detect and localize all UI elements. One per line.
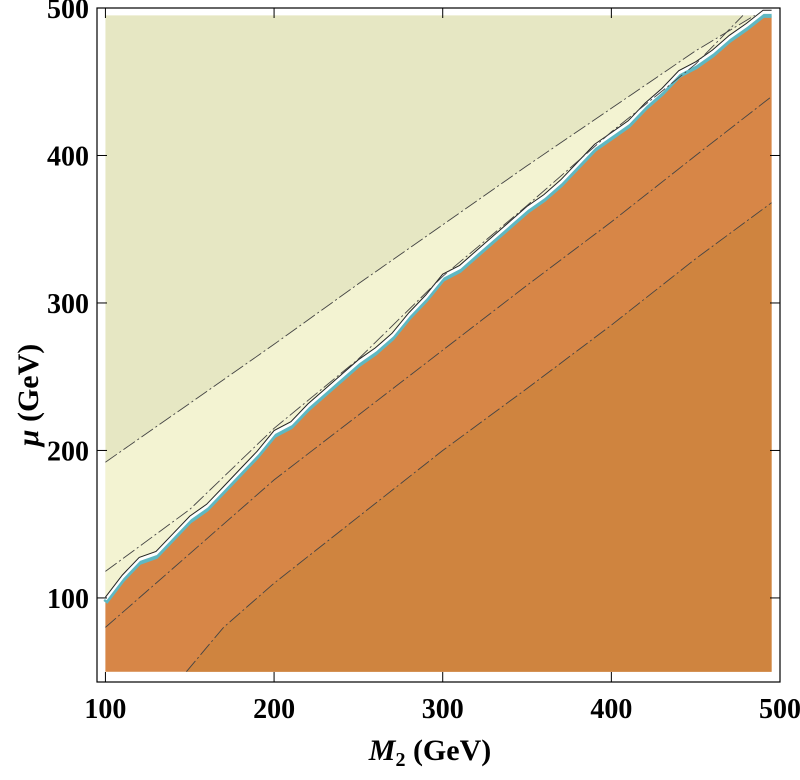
boundary-dark-line <box>105 9 772 598</box>
x-tick-label: 400 <box>590 694 632 725</box>
y-tick-label: 100 <box>47 584 89 615</box>
x-tick-label: 300 <box>422 694 464 725</box>
contour-line-upper-far <box>105 15 755 463</box>
x-tick-label: 500 <box>759 694 800 725</box>
x-axis-label: M2 (GeV) <box>368 734 491 771</box>
y-tick-label: 500 <box>47 0 89 25</box>
contour-line-lower-near <box>105 96 772 628</box>
contour-line-lower-far <box>186 202 772 672</box>
y-axis-label: μ (GeV) <box>12 344 45 448</box>
region-lower-far <box>186 202 772 672</box>
x-tick-label: 200 <box>253 694 295 725</box>
contour-line-upper-near <box>105 15 744 572</box>
boundary-teal-line <box>103 12 772 604</box>
plot-area <box>103 9 772 672</box>
x-tick-label: 100 <box>84 694 126 725</box>
y-tick-label: 200 <box>47 436 89 467</box>
y-axis-ticks: 100 200 300 400 500 <box>47 0 780 615</box>
x-axis-ticks: 100 200 300 400 500 <box>84 8 800 725</box>
frame-border <box>96 7 781 683</box>
y-tick-label: 400 <box>47 141 89 172</box>
y-tick-label: 300 <box>47 289 89 320</box>
axes-frame <box>96 7 781 683</box>
